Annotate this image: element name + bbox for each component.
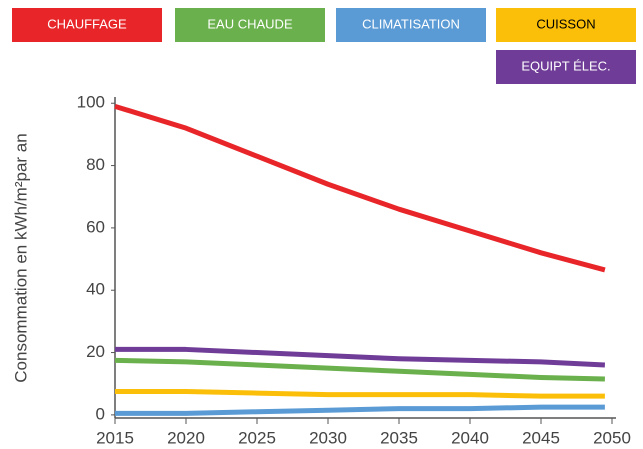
x-tick-label: 2030 [309, 428, 347, 447]
x-tick-label: 2045 [522, 428, 560, 447]
y-axis-label: Consommation en kWh/m²par an [11, 133, 30, 382]
legend-label[interactable]: CUISSON [536, 16, 595, 31]
y-tick-label: 80 [86, 155, 105, 174]
series-line [114, 357, 605, 382]
series-line [115, 346, 606, 368]
x-tick-label: 2035 [380, 428, 418, 447]
legend-swatch[interactable] [336, 8, 486, 42]
y-tick-label: 20 [86, 342, 105, 361]
legend-swatch[interactable] [12, 8, 162, 42]
x-tick-label: 2025 [238, 428, 276, 447]
y-tick-label: 0 [96, 404, 105, 423]
y-tick-label: 40 [86, 280, 105, 299]
series-line [114, 103, 606, 273]
legend-swatch[interactable] [496, 8, 636, 42]
x-tick-label: 2020 [167, 428, 205, 447]
y-tick-label: 100 [77, 93, 105, 112]
legend-label[interactable]: CLIMATISATION [362, 16, 460, 31]
x-tick-label: 2015 [96, 428, 134, 447]
legend-label[interactable]: CHAUFFAGE [47, 16, 127, 31]
legend-label[interactable]: EAU CHAUDE [207, 16, 293, 31]
x-tick-label: 2040 [451, 428, 489, 447]
legend-swatch[interactable] [175, 8, 325, 42]
series-line [115, 389, 605, 399]
series-line [115, 404, 605, 416]
y-tick-label: 60 [86, 217, 105, 236]
legend-swatch[interactable] [496, 50, 636, 84]
legend-label[interactable]: EQUIPT ÉLEC. [521, 58, 610, 73]
x-tick-label: 2050 [593, 428, 631, 447]
